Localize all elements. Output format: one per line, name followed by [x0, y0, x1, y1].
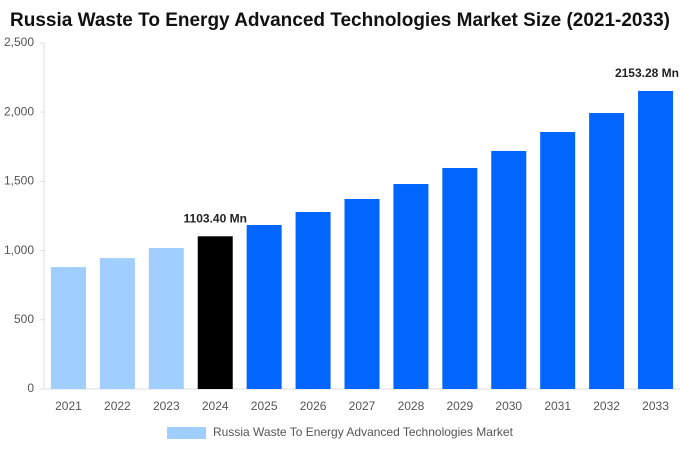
- x-tick-label: 2029: [446, 399, 473, 413]
- x-tick-label: 2023: [153, 399, 180, 413]
- chart-title: Russia Waste To Energy Advanced Technolo…: [10, 10, 670, 31]
- bar: [442, 167, 478, 389]
- y-tick-label: 0: [27, 381, 34, 395]
- x-tick-label: 2021: [55, 399, 82, 413]
- y-tick-label: 2,500: [4, 35, 34, 49]
- bar: [99, 258, 135, 389]
- y-tick-label: 1,500: [4, 174, 34, 188]
- data-label: 1103.40 Mn: [184, 211, 247, 225]
- x-tick-label: 2030: [495, 399, 522, 413]
- y-tick-label: 2,000: [4, 104, 34, 118]
- x-tick-label: 2028: [398, 399, 425, 413]
- bar: [197, 236, 233, 389]
- legend-swatch: [167, 427, 206, 439]
- bar: [589, 113, 625, 390]
- x-tick-label: 2031: [544, 399, 571, 413]
- x-tick-label: 2024: [202, 399, 229, 413]
- bar: [246, 224, 282, 389]
- x-tick-label: 2027: [349, 399, 376, 413]
- y-tick-label: 1,000: [4, 243, 34, 257]
- bar: [393, 184, 429, 389]
- data-label: 2153.28 Mn: [615, 66, 679, 80]
- bar: [50, 267, 86, 389]
- x-tick-label: 2033: [642, 399, 669, 413]
- bar: [638, 90, 674, 389]
- bar: [540, 131, 576, 389]
- y-tick-label: 500: [14, 312, 34, 326]
- bar: [295, 211, 331, 389]
- legend-label: Russia Waste To Energy Advanced Technolo…: [213, 425, 514, 439]
- x-tick-label: 2026: [300, 399, 327, 413]
- bar: [148, 247, 184, 389]
- x-tick-label: 2022: [104, 399, 131, 413]
- x-tick-label: 2032: [593, 399, 620, 413]
- x-tick-label: 2025: [251, 399, 278, 413]
- bar: [491, 150, 527, 389]
- bar: [344, 198, 380, 389]
